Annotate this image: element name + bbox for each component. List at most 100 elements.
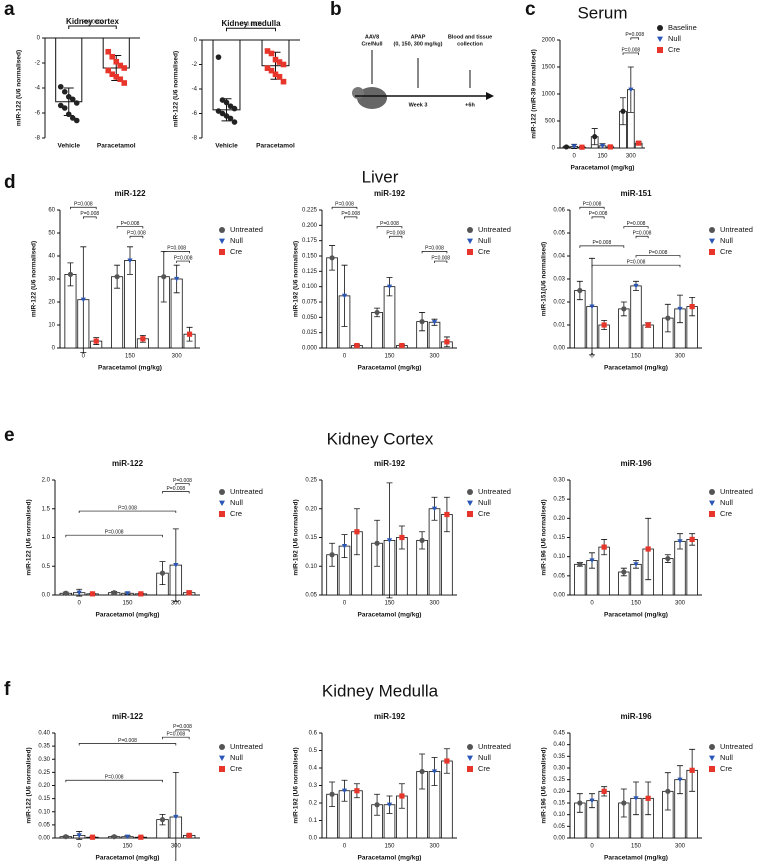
mean-marker [114,274,120,280]
chart-title: Kidney cortex [66,17,119,26]
data-point [113,58,120,65]
y-tick-label: -2 [35,61,41,67]
bar [574,563,586,596]
mean-marker [80,297,86,303]
data-point [109,71,116,78]
legend-label: Null [720,753,733,762]
data-point [109,53,116,60]
mean-marker [173,814,179,820]
legend-marker [709,249,715,255]
x-tick-label: 150 [631,601,642,607]
x-axis-label: Paracetamol (mg/kg) [358,855,422,861]
y-tick-label: 0.04 [553,254,565,260]
y-tick-label: -6 [192,111,198,117]
mean-marker [607,144,613,150]
bar [630,563,642,596]
y-tick-label: 500 [545,119,556,125]
data-point [57,102,64,109]
mean-marker [127,258,133,264]
mean-marker [589,304,595,310]
bar [428,508,441,596]
y-tick-label: 0.30 [553,766,565,772]
panel-letter: e [4,425,15,446]
y-tick-label: -8 [35,136,41,142]
mean-marker [589,798,595,804]
significance-bracket [331,206,358,210]
y-tick-label: 0.150 [302,254,318,260]
y-tick-label: 0.00 [553,346,565,352]
legend-marker [219,489,225,495]
legend-label: Cre [478,509,490,518]
y-tick-label: 0.06 [553,208,565,214]
legend-marker [709,238,715,244]
mean-marker [186,832,192,838]
y-tick-label: 0.25 [553,497,565,503]
y-tick-label: 1.0 [42,535,51,541]
y-tick-label: 0.000 [302,346,318,352]
mean-marker [621,306,627,312]
legend-label: Null [478,236,491,245]
y-tick-label: 0 [52,346,56,352]
y-tick-label: 0.10 [553,554,565,560]
y-axis-label: miR-192 (U6 normalised) [293,499,300,575]
legend-marker [219,511,225,517]
y-tick-label: -8 [192,136,198,142]
significance-bracket [175,483,190,486]
legend-label: Untreated [230,742,263,751]
y-tick-label: 0 [552,146,556,152]
mean-marker [621,569,627,575]
mean-marker [174,276,180,282]
significance-bracket [65,534,163,538]
y-tick-label: 0.25 [553,777,565,783]
legend-label: Cre [230,247,242,256]
mean-marker [689,767,695,773]
data-point [215,54,222,60]
legend-label: Null [720,236,733,245]
mean-marker [159,570,166,576]
y-tick-label: -4 [35,86,41,92]
mean-marker [354,342,360,349]
y-tick-label: 0.4 [309,766,318,772]
mean-marker [579,144,585,150]
mean-marker [645,546,651,552]
x-axis-label: Paracetamol (mg/kg) [98,365,162,372]
diagram-text: Blood and tissue [448,34,492,40]
legend-label: Cre [478,247,490,256]
y-tick-label: -2 [192,62,198,68]
section-heading: Kidney Cortex [327,429,434,448]
mean-marker [341,544,348,549]
significance-bracket [389,235,403,239]
y-tick-label: 0.20 [553,789,565,795]
x-tick-label: 0 [343,601,347,607]
mean-marker [577,800,583,806]
mean-marker [186,590,192,596]
x-tick-label: Paracetamol [97,143,136,150]
y-tick-label: 0.025 [302,330,318,336]
x-tick-label: 0 [77,844,81,850]
mouse-icon [352,87,364,99]
significance-label: P=0.008 [174,255,193,261]
panel-letter: f [4,679,11,700]
significance-label: P=0.008 [625,32,644,38]
data-point [280,78,287,85]
mean-marker [186,331,193,337]
data-point [272,71,279,78]
mean-marker [577,287,583,294]
mean-marker [89,591,96,597]
legend-label: Cre [230,509,242,518]
y-tick-label: 0.30 [553,478,565,484]
significance-label: P=0.008 [74,202,93,208]
mean-marker [386,284,393,290]
significance-label: P=0.008 [80,211,99,217]
protocol-diagram: AAV8 Cre/Null APAP (0, 150, 300 mg/kg) B… [352,34,494,109]
legend-marker [467,249,473,255]
x-tick-label: 300 [429,601,440,607]
y-axis-label: miR-196 (U6 normalised) [541,499,548,575]
legend-label: Null [230,753,243,762]
data-point [231,119,238,125]
mean-marker [419,768,425,775]
bar [642,324,654,349]
mean-marker [689,536,695,543]
significance-label: P=0.008 [627,221,646,227]
significance-label: P=0.0002 [82,19,104,25]
